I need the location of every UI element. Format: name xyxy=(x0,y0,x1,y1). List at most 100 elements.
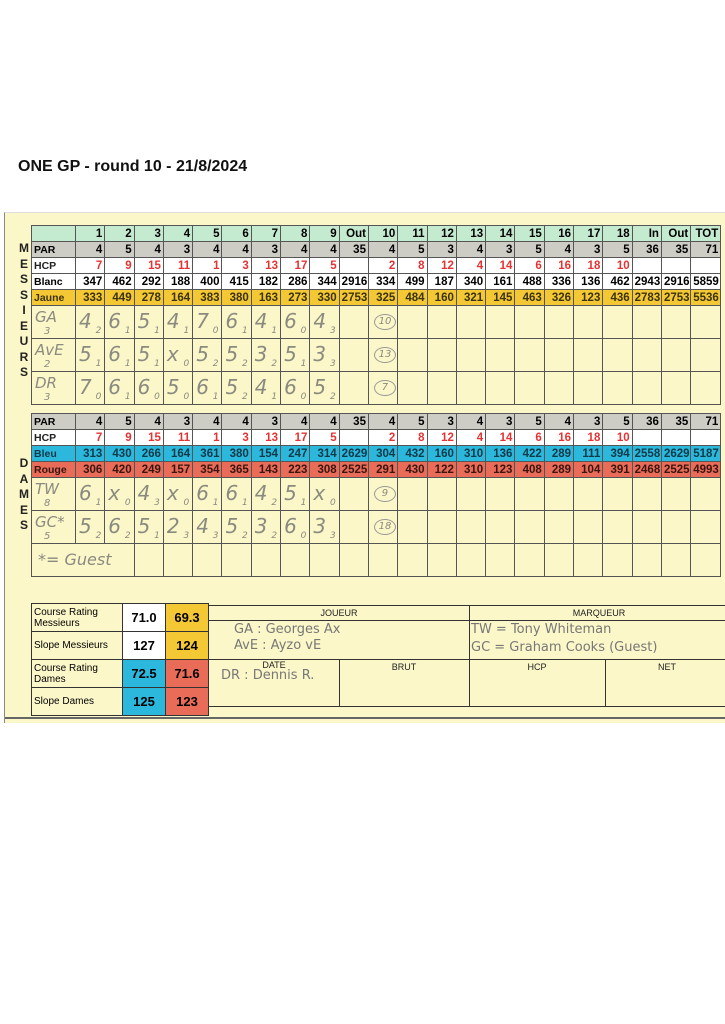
cell: 17 xyxy=(280,429,311,446)
cell: 4 xyxy=(192,413,223,430)
circled-total: 7 xyxy=(373,380,396,396)
score-cell xyxy=(602,477,633,511)
stableford-points: 2 xyxy=(242,359,248,369)
stableford-points: 1 xyxy=(154,359,160,369)
strokes: 5 xyxy=(225,375,239,399)
strokes: 5 xyxy=(79,342,92,366)
note-cell xyxy=(250,543,282,577)
cell: 36 xyxy=(631,413,662,430)
strokes: 6 xyxy=(108,342,122,366)
strokes: 3 xyxy=(254,342,268,366)
jaune-row: Jaune 333 449 278 164 383 380 163 273 330 2753 325 4… xyxy=(31,289,722,306)
cell: 321 xyxy=(455,289,487,306)
stableford-points: 3 xyxy=(329,531,336,541)
cell: 5187 xyxy=(690,445,722,462)
cell: 71 xyxy=(690,241,722,258)
cell: 266 xyxy=(133,445,164,462)
score-cell xyxy=(397,338,428,372)
cell: 71 xyxy=(690,413,722,430)
note-cell xyxy=(133,543,164,577)
cell xyxy=(660,257,692,274)
score-cell xyxy=(397,510,428,544)
cell: 5 xyxy=(602,413,633,430)
women-score-table: PAR 4 5 4 3 4 4 3 4 4 35 4 5 3 4 3 5 4 3 5 36 35 71 HCP 7 9 15 11 1 3… xyxy=(31,413,722,577)
men-score-table: 1 2 3 4 5 6 7 8 9 Out 10 11 12 13 14 15 16 17 18 In Out TOT PA… xyxy=(31,225,722,405)
cell: 187 xyxy=(426,273,457,290)
cell: 292 xyxy=(133,273,164,290)
stableford-points: 1 xyxy=(300,359,307,369)
cell: 415 xyxy=(221,273,252,290)
hcp-row: HCP 7 9 15 11 1 3 13 17 5 2 8 12 4 14 6 16 18 10 xyxy=(31,429,722,446)
strokes: 4 xyxy=(166,309,180,333)
note-cell xyxy=(690,543,722,577)
cell: 289 xyxy=(543,445,575,462)
cell: 16 xyxy=(543,225,575,242)
note-cell xyxy=(367,543,399,577)
score-cell xyxy=(602,305,633,339)
cell: 330 xyxy=(309,289,340,306)
strokes: 7 xyxy=(196,309,209,333)
stableford-points: 1 xyxy=(242,498,248,508)
cell: 4 xyxy=(192,241,223,258)
score-cell: 13 xyxy=(367,338,399,372)
cell: 9 xyxy=(104,429,135,446)
cell: 5 xyxy=(309,429,340,446)
player-legend: DR : Dennis R. xyxy=(221,668,315,683)
note-cell xyxy=(426,543,457,577)
cell: Out xyxy=(660,225,692,242)
cell: 325 xyxy=(367,289,399,306)
cell: 286 xyxy=(280,273,311,290)
cell: 3 xyxy=(133,225,164,242)
cell: 273 xyxy=(280,289,311,306)
cell: 4993 xyxy=(690,461,722,478)
cell: 18 xyxy=(573,257,604,274)
card-bottom-edge xyxy=(5,717,725,719)
row-label: Bleu xyxy=(31,445,76,462)
score-cell: 7 xyxy=(367,371,399,405)
cell: In xyxy=(631,225,662,242)
stableford-points: 2 xyxy=(242,531,248,541)
cell: 123 xyxy=(573,289,604,306)
note-cell: *= Guest xyxy=(31,543,135,577)
cell: 344 xyxy=(309,273,340,290)
stableford-points: 3 xyxy=(329,326,336,336)
rating-value: 69.3 xyxy=(165,603,209,632)
cell: 430 xyxy=(397,461,428,478)
rating-label: Slope Messieurs xyxy=(31,631,123,660)
score-cell xyxy=(660,510,692,544)
player-row: DR 3 7 0 6 1 6 0 5 0 6 1 5 2 4 1 6 0 5 2 7 xyxy=(31,371,722,405)
strokes: x xyxy=(166,481,179,505)
score-cell xyxy=(573,510,604,544)
score-cell xyxy=(543,371,575,405)
cell: 123 xyxy=(485,461,516,478)
score-cell xyxy=(543,510,575,544)
strokes: 7 xyxy=(79,375,92,399)
score-cell xyxy=(338,477,369,511)
score-cell xyxy=(397,371,428,405)
player-initials: GC* xyxy=(35,513,65,531)
cell: 145 xyxy=(485,289,516,306)
score-cell xyxy=(631,338,662,372)
score-cell xyxy=(573,477,604,511)
cell: 4 xyxy=(280,413,311,430)
strokes: x xyxy=(313,481,326,505)
stableford-points: 2 xyxy=(329,392,336,402)
score-cell xyxy=(426,371,457,405)
cell: 4 xyxy=(221,241,252,258)
marqueur-header: MARQUEUR xyxy=(572,608,626,618)
cell: 3 xyxy=(250,241,282,258)
page-title: ONE GP - round 10 - 21/8/2024 xyxy=(18,158,248,175)
rouge-row: Rouge 306 420 249 157 354 365 143 223 308 2525 291 4… xyxy=(31,461,722,478)
score-cell xyxy=(514,477,545,511)
score-cell xyxy=(660,338,692,372)
cell: 13 xyxy=(250,257,282,274)
cell: 111 xyxy=(573,445,604,462)
cell: 6 xyxy=(514,429,545,446)
